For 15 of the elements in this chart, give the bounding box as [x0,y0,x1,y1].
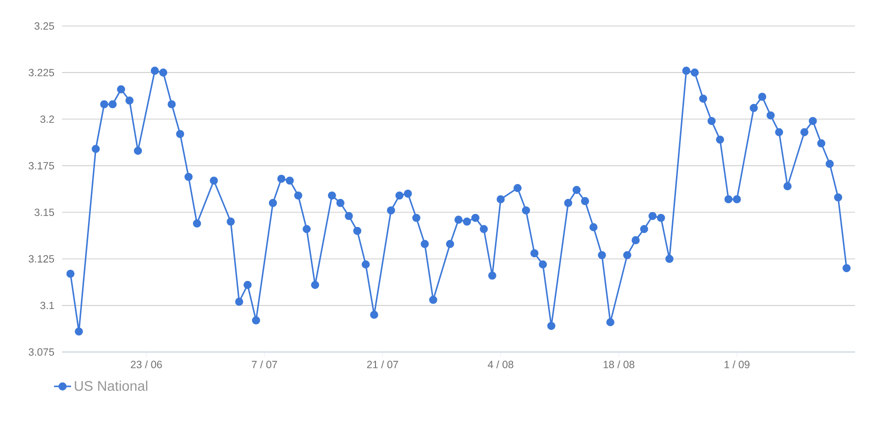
y-tick-label: 3.125 [28,255,54,263]
x-tick-label: 18 / 08 [604,360,634,368]
y-tick-label: 3.225 [28,68,54,76]
x-tick-label: 23 / 06 [130,360,162,368]
y-tick-label: 3.075 [28,348,54,356]
x-tick-label: 21 / 07 [367,360,398,368]
y-tick-label: 3.15 [34,208,54,216]
y-tick-label: 3.175 [28,162,54,170]
x-tick-label: 1 / 09 [724,360,750,368]
x-tick-label: 4 / 08 [488,360,514,368]
y-tick-label: 3.25 [34,22,54,30]
y-tick-label: 3.1 [40,302,54,310]
legend-label: US National [74,380,148,391]
y-tick-label: 3.2 [40,115,54,123]
x-tick-label: 7 / 07 [252,360,278,368]
